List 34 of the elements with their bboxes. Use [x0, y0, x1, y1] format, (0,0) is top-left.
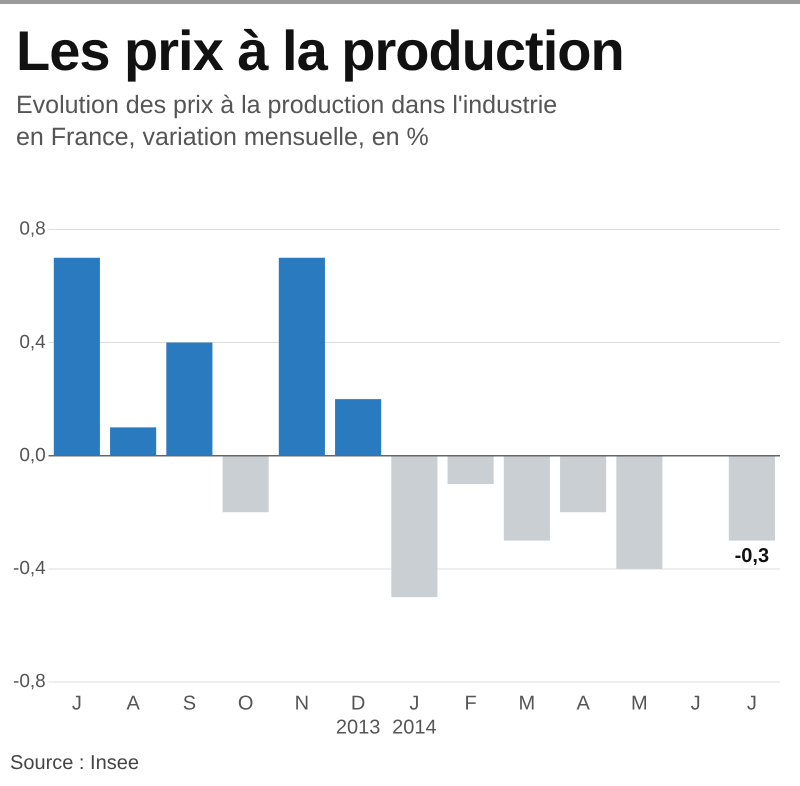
- bar: [448, 456, 494, 484]
- bar: [278, 258, 325, 455]
- bar: [616, 456, 662, 569]
- x-tick-label: J: [690, 692, 701, 715]
- bar: [166, 342, 212, 455]
- source-note: Source : Insee: [10, 752, 139, 775]
- x-tick-label: M: [518, 692, 536, 715]
- data-label: -0,3: [734, 545, 770, 568]
- y-tick-label: -0,8: [12, 671, 46, 692]
- y-tick-label: 0,8: [19, 218, 46, 240]
- x-tick-label: A: [576, 692, 590, 715]
- bar: [504, 456, 550, 541]
- chart-subtitle: Evolution des prix à la production dans l'industrie en France, variation mensuelle, en %: [16, 90, 558, 153]
- x-tick-label: J 2014: [392, 692, 437, 739]
- x-tick-label: A: [126, 692, 140, 715]
- bar: [728, 456, 775, 541]
- x-tick-label: N: [294, 692, 310, 715]
- bar: [222, 456, 269, 512]
- bar: [110, 427, 156, 455]
- chart-title: Les prix à la production: [16, 18, 625, 83]
- bar: [335, 399, 382, 455]
- bar: [54, 258, 100, 455]
- x-tick-label: O: [238, 692, 254, 715]
- y-tick-label: 0,0: [19, 444, 46, 466]
- x-tick-label: J: [746, 692, 757, 715]
- x-tick-label: S: [182, 692, 196, 715]
- bar: [391, 456, 438, 598]
- y-tick-label: 0,4: [19, 332, 46, 353]
- x-tick-label: D 2013: [336, 692, 380, 739]
- bar: [560, 456, 606, 512]
- x-tick-label: J: [72, 692, 82, 715]
- x-tick-label: F: [464, 692, 477, 715]
- x-tick-label: M: [631, 692, 648, 715]
- y-tick-label: -0,4: [12, 558, 46, 580]
